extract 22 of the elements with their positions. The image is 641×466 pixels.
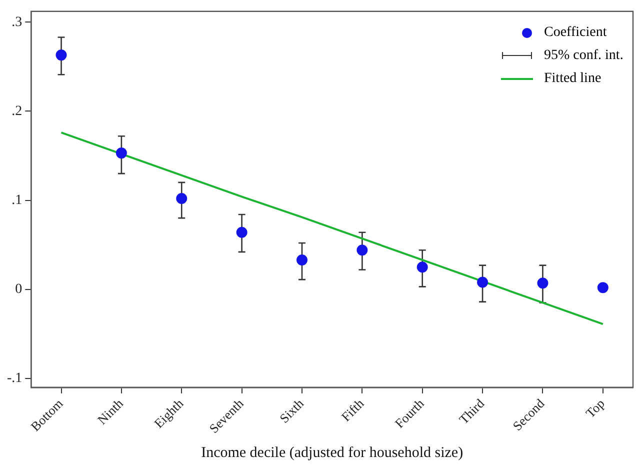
x-axis-title: Income decile (adjusted for household size) [201,444,464,461]
point [56,50,67,61]
point [296,254,308,266]
point [236,226,248,238]
point [477,276,488,288]
point [597,282,608,294]
point [116,148,127,159]
y-tick-label: .2 [12,104,22,119]
x-tick-label: Top [582,396,608,421]
point [416,262,428,273]
x-tick-label: Sixth [276,395,307,426]
y-tick-label: -.1 [6,371,22,386]
point [176,192,188,204]
x-tick-label: Fifth [338,395,368,424]
y-tick-label: .1 [12,192,22,208]
point [537,278,548,289]
y-tick-label: 0 [15,282,22,298]
point [356,244,368,256]
y-tick-label: .3 [12,14,22,30]
annotation: 95% conf. int. [544,48,624,64]
legend-label: Coefficient [544,24,607,41]
legend-label: Fitted line [544,70,602,87]
